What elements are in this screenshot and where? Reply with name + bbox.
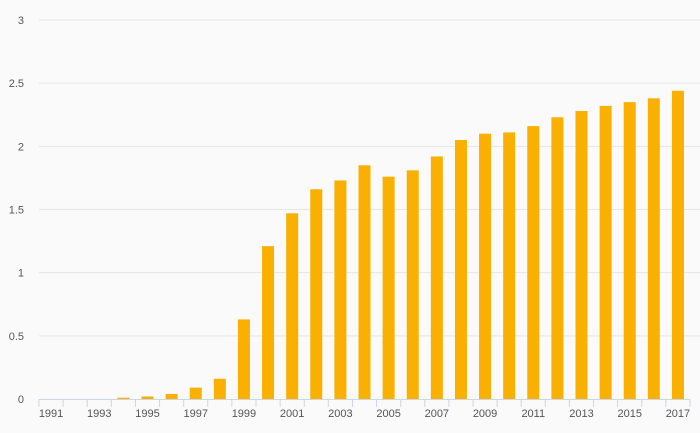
y-tick-label: 3 bbox=[18, 15, 24, 27]
bar-2007 bbox=[430, 156, 443, 399]
x-tick-label: 2007 bbox=[425, 408, 449, 420]
bar-1995 bbox=[141, 396, 154, 399]
y-tick-label: 1.5 bbox=[9, 205, 24, 217]
bar-2004 bbox=[358, 165, 371, 399]
x-tick-label: 2017 bbox=[666, 408, 690, 420]
y-tick-label: 0 bbox=[18, 394, 24, 406]
bar-1994 bbox=[117, 397, 130, 399]
x-tick-label: 2005 bbox=[376, 408, 400, 420]
x-tick-label: 2003 bbox=[328, 408, 352, 420]
x-tick-label: 1999 bbox=[232, 408, 256, 420]
bar-2011 bbox=[527, 126, 540, 400]
y-tick-label: 1 bbox=[18, 268, 24, 280]
bar-2009 bbox=[479, 133, 492, 399]
x-tick-label: 2001 bbox=[280, 408, 304, 420]
y-tick-label: 2 bbox=[18, 141, 24, 153]
bar-2017 bbox=[671, 90, 684, 399]
bar-2015 bbox=[623, 102, 636, 399]
x-tick-label: 1995 bbox=[135, 408, 159, 420]
bar-2001 bbox=[286, 213, 299, 399]
bar-2013 bbox=[575, 110, 588, 400]
bar-2010 bbox=[503, 132, 516, 400]
x-tick-label: 2013 bbox=[569, 408, 593, 420]
bar-1996 bbox=[165, 393, 178, 399]
bar-2000 bbox=[262, 246, 275, 399]
bar-2014 bbox=[599, 105, 612, 399]
bar-2006 bbox=[406, 170, 419, 399]
x-tick-label: 1991 bbox=[39, 408, 63, 420]
x-tick-label: 2009 bbox=[473, 408, 497, 420]
bar-1999 bbox=[237, 319, 250, 399]
bar-2003 bbox=[334, 180, 347, 399]
x-tick-label: 2011 bbox=[521, 408, 545, 420]
bar-2002 bbox=[310, 189, 323, 399]
bar-2012 bbox=[551, 117, 564, 399]
x-tick-label: 1997 bbox=[183, 408, 207, 420]
bar-2016 bbox=[647, 98, 660, 400]
bar-1997 bbox=[189, 387, 202, 399]
bar-2005 bbox=[382, 176, 395, 399]
bar-2008 bbox=[454, 140, 467, 399]
x-tick-label: 2015 bbox=[617, 408, 641, 420]
bar-1998 bbox=[213, 378, 226, 399]
y-tick-label: 2.5 bbox=[9, 78, 24, 90]
y-tick-label: 0.5 bbox=[9, 331, 24, 343]
x-tick-label: 1993 bbox=[87, 408, 111, 420]
